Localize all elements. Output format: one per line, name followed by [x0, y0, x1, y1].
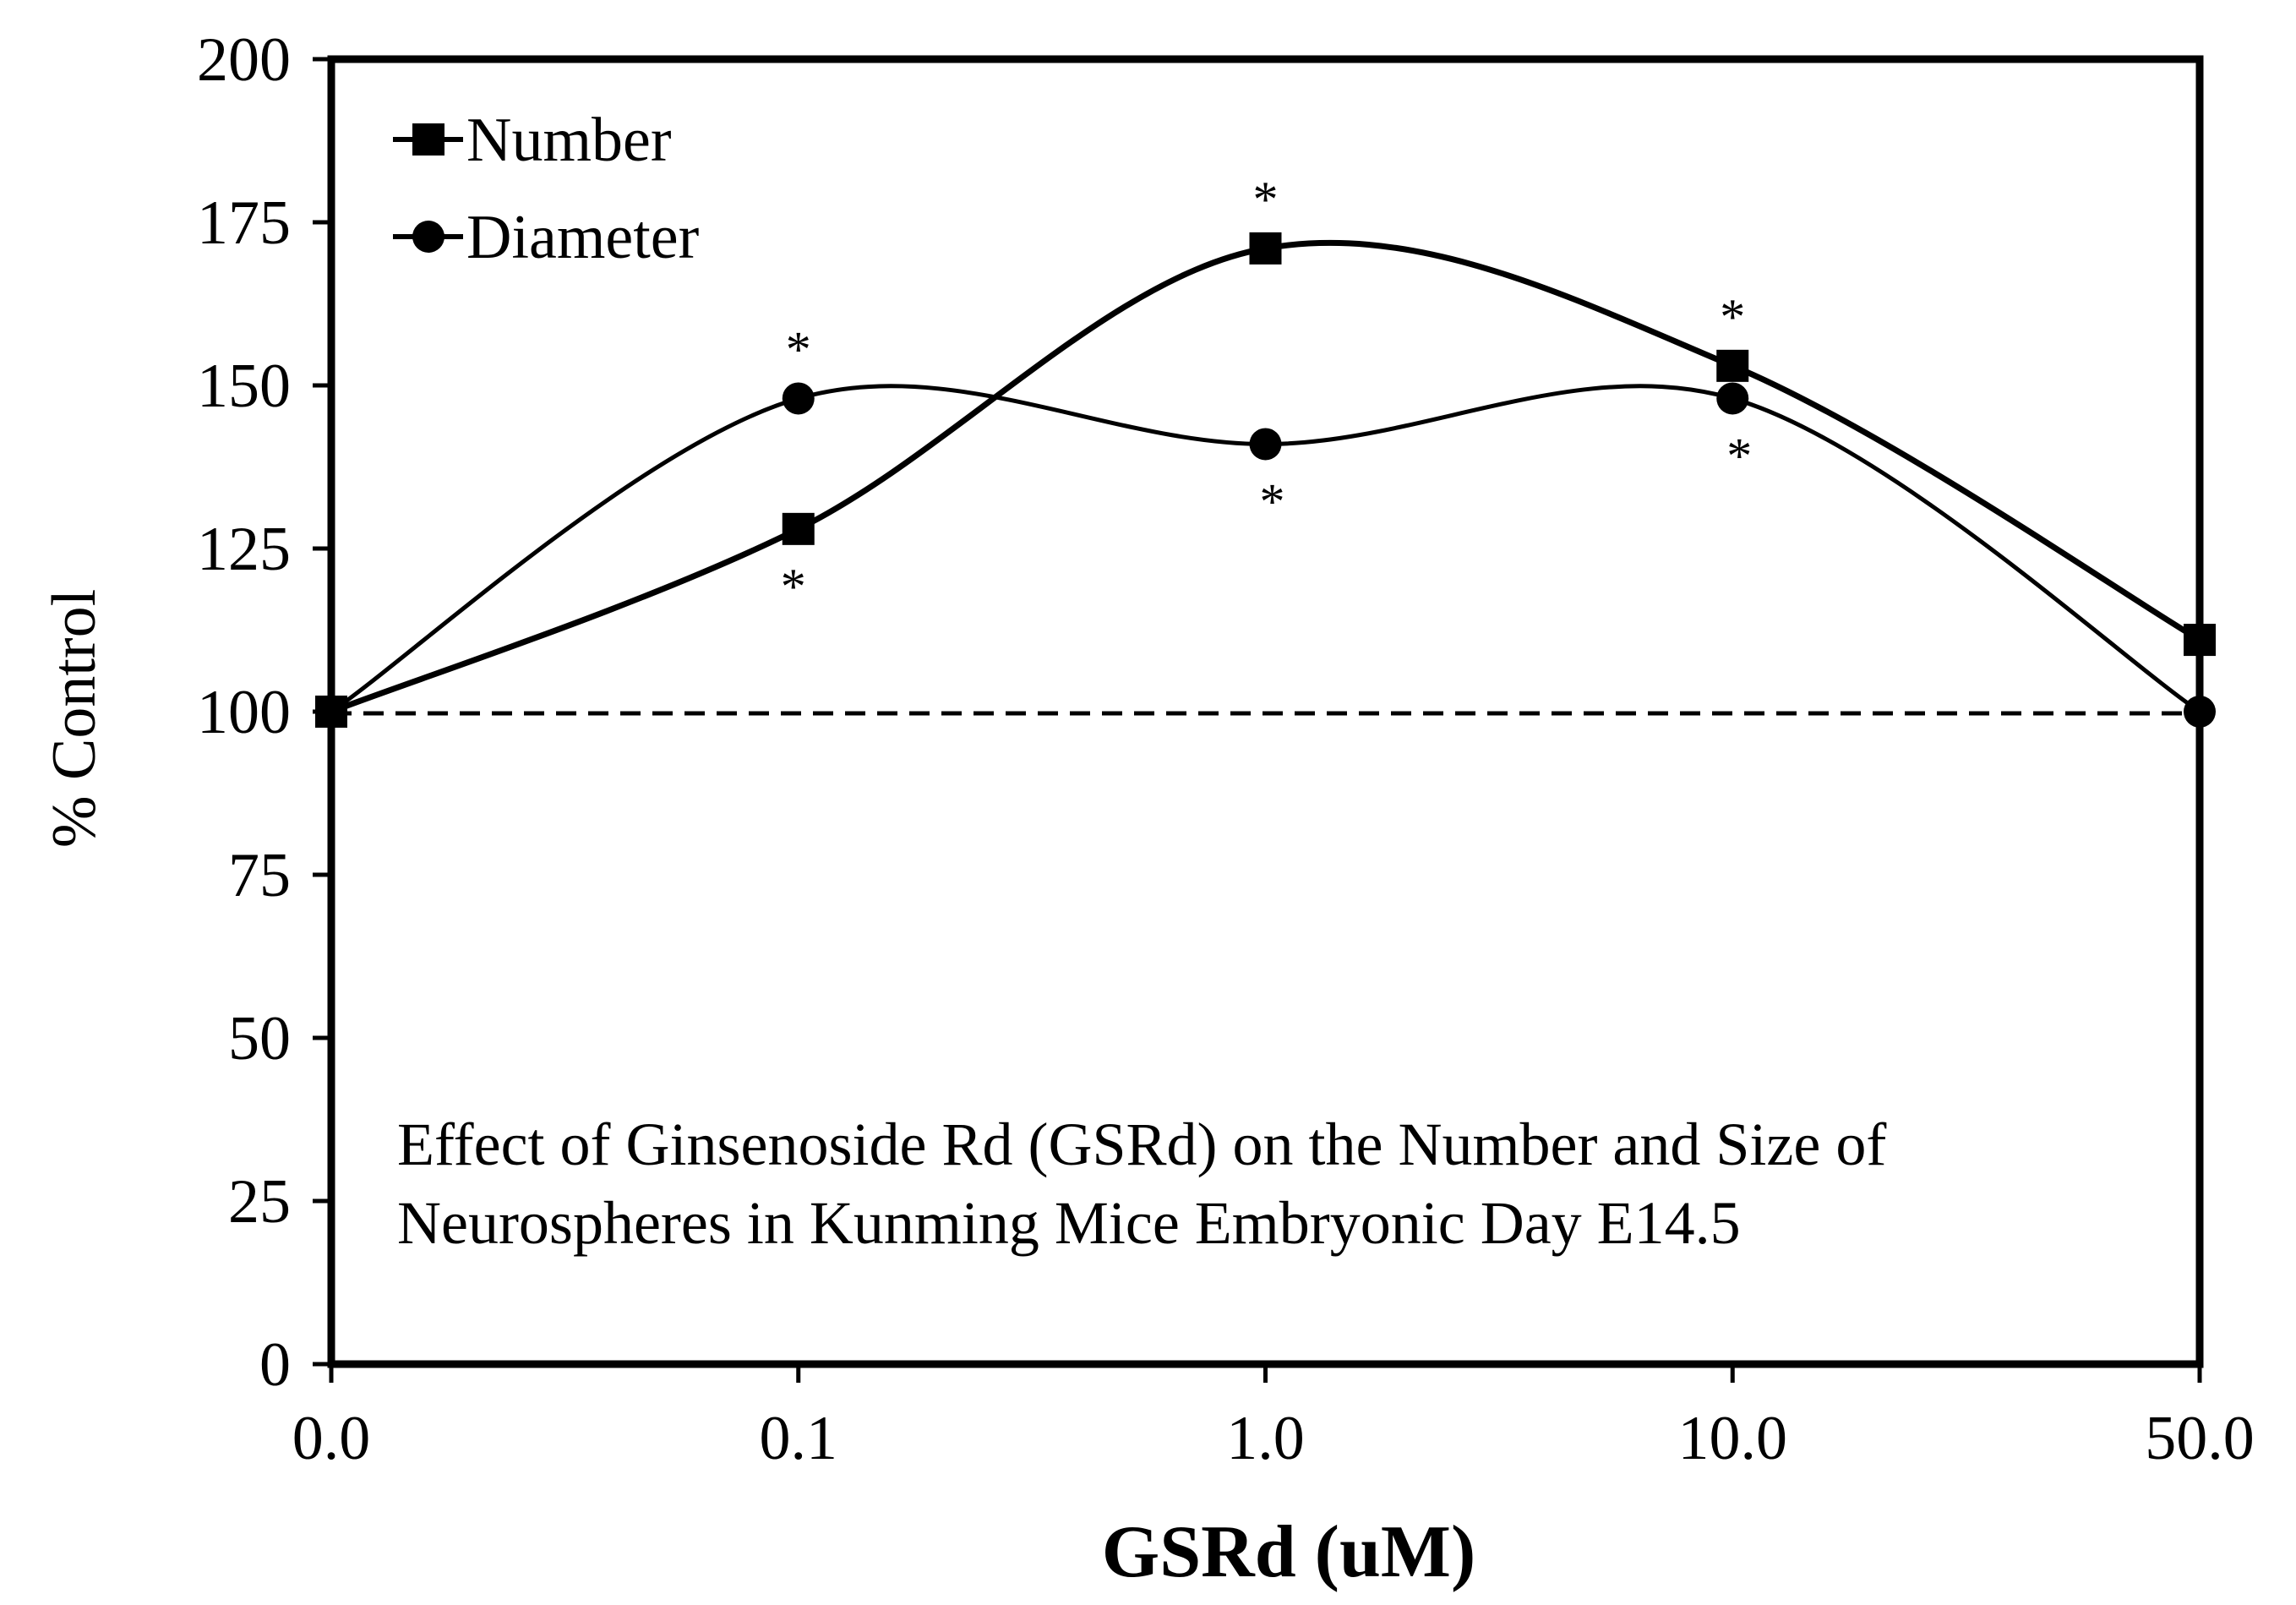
y-tick-label: 50 [228, 1004, 291, 1073]
annotation-line-1: Effect of Ginsenoside Rd (GSRd) on the N… [397, 1111, 1886, 1178]
x-tick-label: 1.0 [1226, 1404, 1305, 1473]
legend-label-number: Number [466, 106, 672, 175]
y-tick-label: 100 [197, 678, 291, 747]
y-tick-label: 150 [197, 352, 291, 421]
data-point-diameter-2 [1249, 428, 1282, 461]
x-tick-label: 0.1 [760, 1404, 838, 1473]
x-tick-label: 50.0 [2145, 1404, 2255, 1473]
y-tick-label: 75 [228, 841, 291, 910]
significance-star-diameter-2: * [1260, 473, 1285, 529]
significance-star-number-3: * [1720, 289, 1745, 345]
data-point-number-1 [782, 512, 815, 545]
y-tick-label: 175 [197, 188, 291, 258]
data-point-number-3 [1716, 349, 1749, 382]
y-axis-ticks: 0 25 50 75 100 125 150 175 200 [197, 25, 331, 1400]
y-tick-label: 200 [197, 25, 291, 95]
significance-star-number-1: * [781, 559, 806, 614]
legend-label-diameter: Diameter [466, 203, 699, 272]
y-tick-label: 25 [228, 1167, 291, 1237]
y-tick-label: 0 [259, 1330, 291, 1400]
y-axis-label: % Control [40, 589, 109, 848]
x-tick-label: 0.0 [292, 1404, 371, 1473]
legend: Number Diameter [393, 106, 699, 272]
significance-star-number-2: * [1253, 172, 1279, 227]
annotation-line-2: Neurospheres in Kunming Mice Embryonic D… [397, 1189, 1741, 1257]
y-tick-label: 125 [197, 515, 291, 584]
legend-marker-diameter [412, 221, 444, 253]
data-point-number-2 [1249, 232, 1282, 265]
significance-markers: * * * * * * [781, 172, 1753, 614]
data-point-diameter-1 [782, 382, 815, 415]
x-axis-label: GSRd (uM) [1102, 1511, 1476, 1593]
x-tick-label: 10.0 [1678, 1404, 1788, 1473]
significance-star-diameter-1: * [786, 321, 811, 377]
significance-star-diameter-3: * [1726, 428, 1752, 483]
legend-marker-number [412, 123, 444, 156]
x-axis-ticks: 0.0 0.1 1.0 10.0 50.0 [292, 1364, 2255, 1473]
data-point-diameter-3 [1716, 382, 1749, 415]
